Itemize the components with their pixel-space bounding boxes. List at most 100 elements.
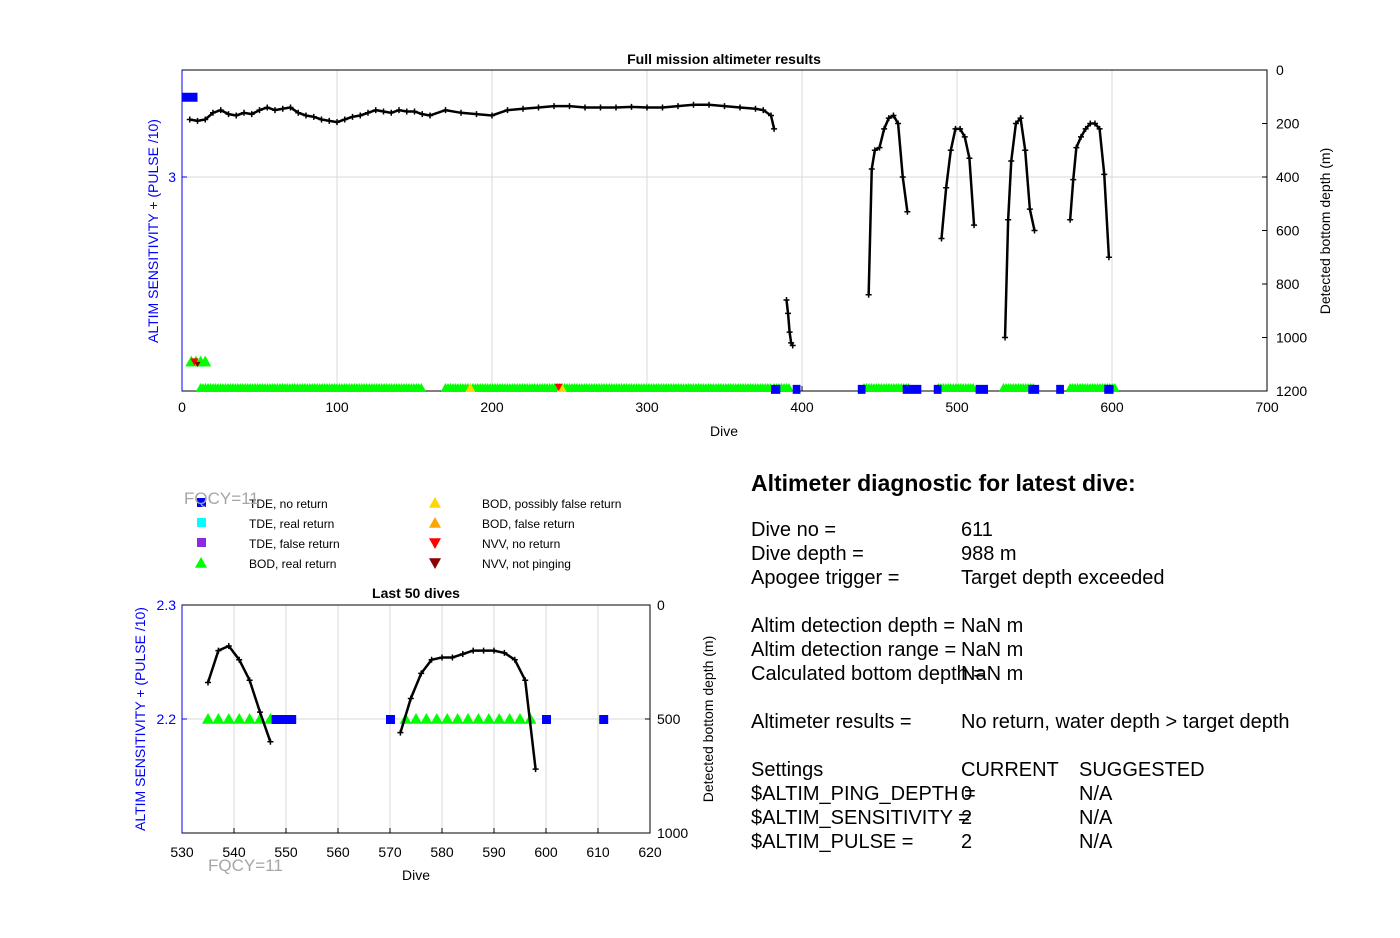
bod-real-return-marker xyxy=(514,713,526,724)
depth-point-marker xyxy=(771,125,778,132)
depth-point-marker xyxy=(267,738,274,745)
bottom-chart-title: Last 50 dives xyxy=(372,585,460,601)
depth-point-marker xyxy=(895,120,902,127)
pulse-suggested: N/A xyxy=(1079,831,1113,853)
depth-point-marker xyxy=(427,112,433,119)
bod-real-return-marker xyxy=(416,383,427,392)
depth-point-marker xyxy=(215,647,222,654)
top-x-tick-label: 600 xyxy=(1100,399,1124,415)
depth-point-marker xyxy=(659,104,666,111)
depth-point-marker xyxy=(257,709,263,716)
altimeter-diagnostic-panel: Altimeter diagnostic for latest dive: Di… xyxy=(751,470,1391,855)
depth-point-marker xyxy=(706,101,712,108)
nvv-no-return-marker xyxy=(554,383,563,391)
bottom-chart-y2label: Detected bottom depth (m) xyxy=(700,636,716,803)
depth-point-marker xyxy=(1105,254,1112,261)
depth-series-line xyxy=(1068,122,1111,258)
tde-no-return-marker xyxy=(276,715,286,724)
depth-point-marker xyxy=(768,112,774,119)
depth-point-marker xyxy=(582,104,588,111)
diagnostic-title: Altimeter diagnostic for latest dive: xyxy=(751,470,1136,496)
depth-point-marker xyxy=(439,654,445,661)
depth-point-marker xyxy=(721,103,728,110)
depth-series-line xyxy=(785,299,794,347)
tde-no-return-marker xyxy=(1056,384,1064,394)
legend-marker xyxy=(197,498,206,507)
depth-point-marker xyxy=(520,105,526,112)
tde-no-return-marker xyxy=(542,715,551,724)
depth-point-marker xyxy=(210,109,216,116)
depth-point-marker xyxy=(904,208,911,215)
depth-point-marker xyxy=(551,103,557,110)
pulse-current: 2 xyxy=(961,831,973,853)
fqcy-label-top: FQCY=11 xyxy=(184,489,259,508)
legend-label: NVV, not pinging xyxy=(482,557,571,571)
depth-point-marker xyxy=(943,184,950,191)
legend-marker xyxy=(197,538,206,547)
depth-point-marker xyxy=(675,103,681,110)
dive-depth-value: 988 m xyxy=(961,543,1017,565)
top-chart-title: Full mission altimeter results xyxy=(627,51,821,67)
depth-point-marker xyxy=(396,107,402,114)
bottom-y-right-tick-label: 0 xyxy=(657,597,665,613)
depth-point-marker xyxy=(217,107,224,114)
results-row: Altimeter results = No return, water dep… xyxy=(751,711,1391,735)
depth-point-marker xyxy=(1096,125,1103,132)
depth-point-marker xyxy=(489,112,495,119)
bod-real-return-marker xyxy=(783,383,794,392)
results-label: Altimeter results = xyxy=(751,711,912,733)
depth-point-marker xyxy=(1012,120,1019,127)
nvv-not-pinging-marker xyxy=(194,361,201,368)
top-y-right-tick-label: 600 xyxy=(1276,223,1300,239)
legend-label: BOD, false return xyxy=(482,517,575,531)
bottom-chart-ylabel: ALTIM SENSITIVITY + (PULSE /10) xyxy=(132,607,148,831)
legend-marker xyxy=(195,557,207,568)
depth-point-marker xyxy=(1067,216,1074,223)
dive-depth-row: Dive depth = 988 m xyxy=(751,543,1391,567)
bottom-y-left-tick-label: 2.2 xyxy=(157,711,177,727)
bottom-x-tick-label: 590 xyxy=(482,844,506,860)
bottom-x-tick-label: 580 xyxy=(430,844,454,860)
bod-real-return-marker xyxy=(503,713,516,724)
depth-point-marker xyxy=(442,107,449,114)
current-header: CURRENT xyxy=(961,759,1059,781)
depth-point-marker xyxy=(1017,115,1024,122)
ping-depth-label: $ALTIM_PING_DEPTH = xyxy=(751,783,976,805)
depth-point-marker xyxy=(310,113,317,120)
top-x-tick-label: 100 xyxy=(325,399,349,415)
depth-point-marker xyxy=(225,111,232,118)
depth-point-marker xyxy=(1101,171,1108,178)
apogee-label: Apogee trigger = xyxy=(751,567,900,589)
depth-point-marker xyxy=(644,104,650,111)
depth-point-marker xyxy=(752,105,759,112)
tde-no-return-marker xyxy=(287,715,297,724)
legend-label: TDE, no return xyxy=(249,497,328,511)
depth-point-marker xyxy=(885,115,892,122)
depth-point-marker xyxy=(473,111,480,118)
bottom-x-tick-label: 610 xyxy=(586,844,610,860)
depth-point-marker xyxy=(613,104,619,111)
bottom-x-tick-label: 620 xyxy=(638,844,662,860)
ping-depth-row: $ALTIM_PING_DEPTH = 0 N/A xyxy=(751,783,1391,807)
depth-point-marker xyxy=(186,116,193,123)
depth-point-marker xyxy=(418,670,425,677)
depth-point-marker xyxy=(566,103,573,110)
apogee-row: Apogee trigger = Target depth exceeded xyxy=(751,567,1391,591)
depth-point-marker xyxy=(871,147,878,154)
bottom-x-tick-label: 560 xyxy=(326,844,350,860)
depth-point-marker xyxy=(205,679,211,686)
ping-depth-suggested: N/A xyxy=(1079,783,1113,805)
legend-marker xyxy=(429,497,441,508)
depth-point-marker xyxy=(532,766,539,773)
tde-no-return-marker xyxy=(792,384,801,394)
depth-point-marker xyxy=(256,107,263,114)
bod-real-return-marker xyxy=(233,713,246,724)
depth-point-marker xyxy=(326,117,333,124)
detection-range-row: Altim detection range = NaN m xyxy=(751,639,1391,663)
depth-point-marker xyxy=(341,116,348,123)
bottom-x-tick-label: 540 xyxy=(222,844,246,860)
tde-no-return-marker xyxy=(271,715,281,724)
pulse-label: $ALTIM_PULSE = xyxy=(751,831,914,853)
bottom-x-tick-label: 570 xyxy=(378,844,402,860)
detection-depth-label: Altim detection depth = xyxy=(751,615,956,637)
